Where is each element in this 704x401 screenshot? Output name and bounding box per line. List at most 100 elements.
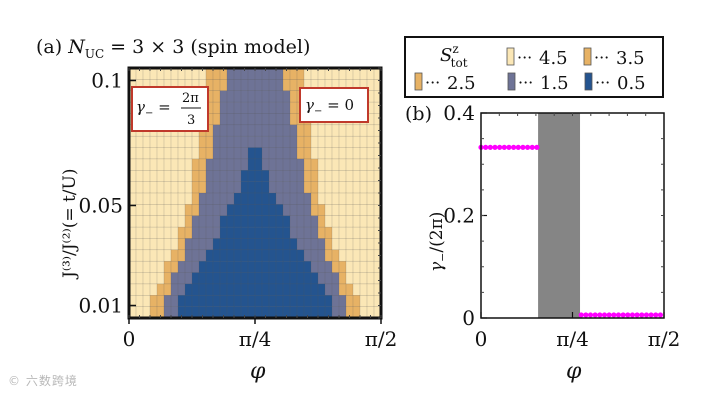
heatmap-cell [303, 295, 312, 308]
heatmap-cell [275, 113, 284, 126]
heatmap-cell [226, 67, 235, 80]
heatmap-cell [205, 204, 214, 217]
heatmap-cell [261, 113, 270, 126]
heatmap-cell [303, 238, 312, 251]
heatmap-cell [282, 90, 291, 103]
heatmap-cell [205, 226, 214, 239]
heatmap-cell [289, 249, 298, 262]
heatmap-cell [254, 215, 263, 228]
heatmap-cell [282, 147, 291, 160]
heatmap-cell [219, 147, 228, 160]
heatmap-cell [205, 215, 214, 228]
heatmap-cell [331, 306, 340, 319]
legend-swatch [414, 72, 423, 91]
heatmap-cell [170, 238, 179, 251]
heatmap-cell [247, 170, 256, 183]
heatmap-cell [268, 181, 277, 194]
heatmap-cell [296, 135, 305, 148]
heatmap-cell [212, 135, 221, 148]
data-point [620, 312, 626, 318]
heatmap-cell [247, 226, 256, 239]
heatmap-cell [226, 170, 235, 183]
data-point [657, 312, 664, 318]
heatmap-cell [212, 170, 221, 183]
heatmap-cell [191, 283, 200, 296]
heatmap-cell [338, 192, 347, 205]
heatmap-cell [352, 147, 361, 160]
heatmap-cell [324, 226, 333, 239]
heatmap-cell [261, 260, 270, 273]
heatmap-cell [254, 238, 263, 251]
heatmap-cell [289, 226, 298, 239]
legend-dots: ··· [425, 73, 440, 92]
heatmap-cell [135, 147, 144, 160]
heatmap-cell [289, 181, 298, 194]
heatmap-cell [177, 147, 186, 160]
data-point [587, 312, 594, 318]
heatmap-cell [184, 204, 193, 217]
heatmap-cell [163, 226, 172, 239]
heatmap-cell [254, 272, 263, 285]
heatmap-cell [289, 113, 298, 126]
panel-a-xlabel: φ [250, 359, 266, 384]
heatmap-cell [205, 260, 214, 273]
heatmap-cell [359, 215, 368, 228]
heatmap-cell [233, 124, 242, 137]
heatmap-cell [338, 306, 347, 319]
heatmap-cell [247, 158, 256, 171]
heatmap-cell [282, 283, 291, 296]
heatmap-cell [233, 306, 242, 319]
legend-box [404, 36, 664, 98]
heatmap-cell [142, 272, 151, 285]
heatmap-cell [331, 215, 340, 228]
heatmap-cell [289, 158, 298, 171]
heatmap-cell [261, 135, 270, 148]
heatmap-cell [331, 135, 340, 148]
heatmap-cell [205, 147, 214, 160]
heatmap-cell [254, 295, 263, 308]
heatmap-cell [156, 260, 165, 273]
heatmap-cell [268, 295, 277, 308]
heatmap-cell [198, 295, 207, 308]
heatmap-cell [170, 260, 179, 273]
heatmap-cell [282, 260, 291, 273]
legend-swatch [506, 47, 515, 66]
heatmap-cell [268, 158, 277, 171]
heatmap-cell [352, 192, 361, 205]
annotation-box-right [299, 87, 369, 123]
heatmap-cell [170, 147, 179, 160]
heatmap-cell [275, 260, 284, 273]
heatmap-cell [226, 158, 235, 171]
heatmap-cell [261, 215, 270, 228]
heatmap-cell [135, 135, 144, 148]
data-point [520, 144, 526, 150]
heatmap-cell [254, 283, 263, 296]
legend: Sz tot ··· 4.5 ··· 3.5 ··· 2.5 ··· 1.5 ··· 0.5 [404, 36, 664, 98]
heatmap-cell [331, 249, 340, 262]
heatmap-cell [198, 283, 207, 296]
heatmap-cell [184, 215, 193, 228]
heatmap-cell [184, 295, 193, 308]
heatmap-cell [177, 158, 186, 171]
heatmap-cell [345, 215, 354, 228]
heatmap-cell [359, 124, 368, 137]
y-tick-label: 0.1 [91, 69, 123, 93]
heatmap-cell [359, 158, 368, 171]
heatmap-cell [268, 215, 277, 228]
heatmap-cell [282, 124, 291, 137]
heatmap-cell [205, 249, 214, 262]
heatmap-cell [331, 192, 340, 205]
heatmap-cell [359, 283, 368, 296]
heatmap-cell [142, 192, 151, 205]
panel-b-x-ticks: 0 π/4 π/2 [475, 113, 680, 351]
heatmap-cell [345, 204, 354, 217]
heatmap-cell [226, 295, 235, 308]
heatmap-cell [247, 67, 256, 80]
heatmap-cell [163, 135, 172, 148]
heatmap-cell [268, 260, 277, 273]
heatmap-cell [184, 135, 193, 148]
heatmap-cell [163, 249, 172, 262]
heatmap-cell [212, 124, 221, 137]
annotation-gamma-0: γ− = 0 [299, 87, 369, 123]
heatmap-cell [170, 158, 179, 171]
